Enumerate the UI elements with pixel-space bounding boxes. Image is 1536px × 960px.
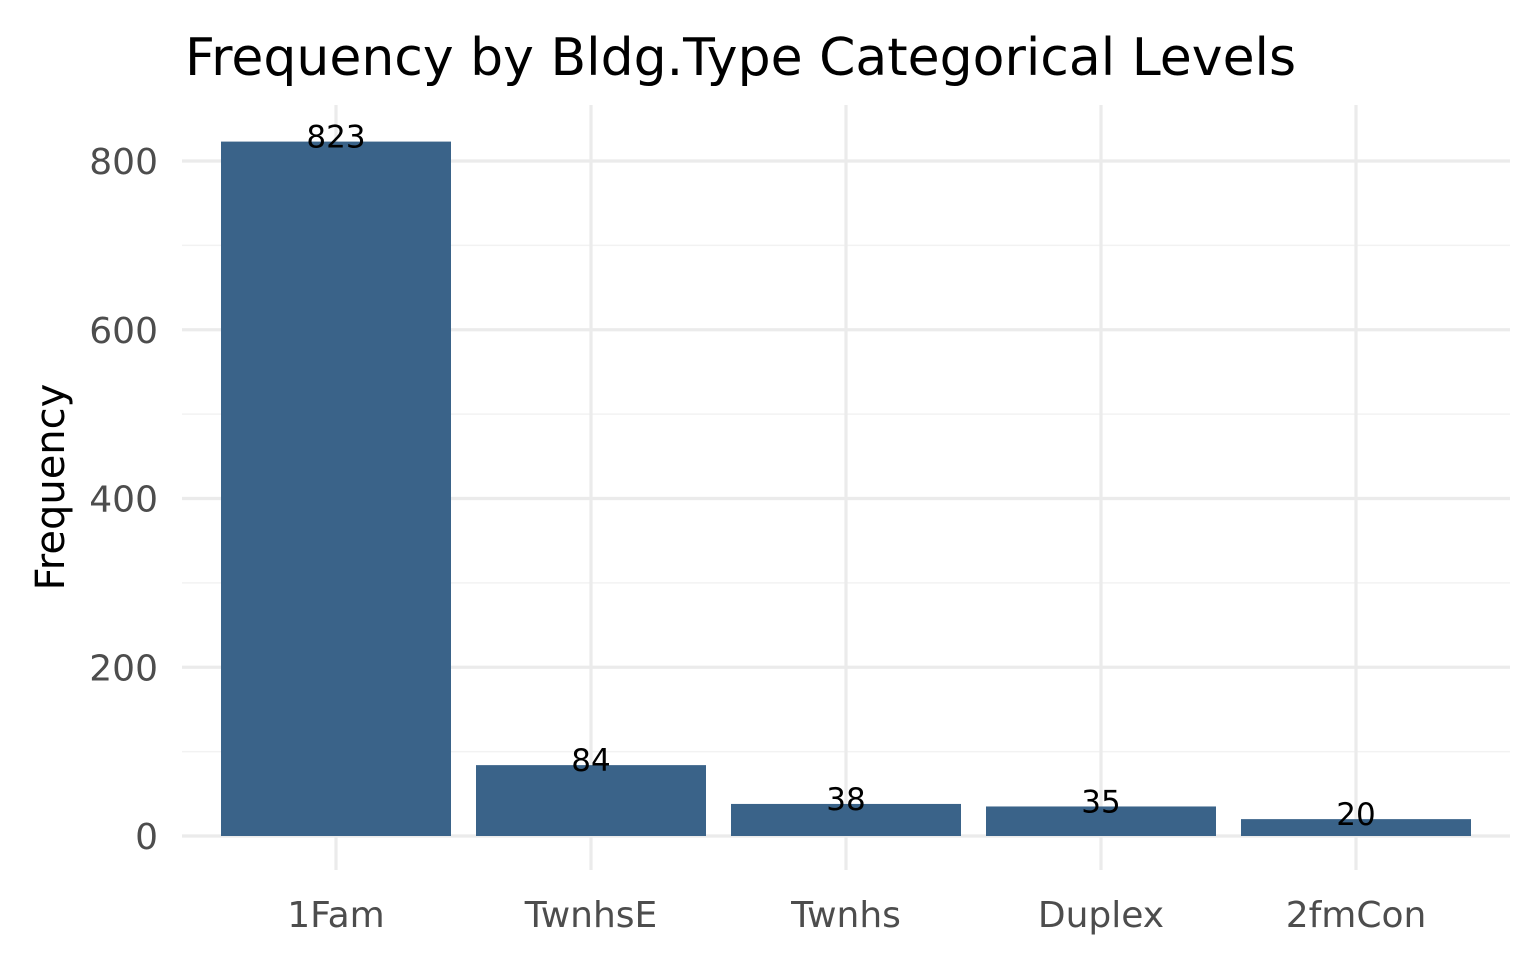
bars-group bbox=[221, 141, 1471, 836]
data-label: 20 bbox=[1336, 797, 1375, 833]
data-label: 84 bbox=[571, 743, 610, 779]
bar-1fam bbox=[221, 141, 451, 836]
y-tick-label: 600 bbox=[89, 311, 158, 352]
x-tick-label: Duplex bbox=[1038, 895, 1164, 936]
bar-duplex bbox=[986, 806, 1216, 836]
y-tick-label: 0 bbox=[135, 817, 158, 858]
y-tick-labels: 0 200 400 600 800 bbox=[89, 142, 158, 858]
chart-title: Frequency by Bldg.Type Categorical Level… bbox=[185, 28, 1296, 88]
bar-2fmcon bbox=[1241, 819, 1471, 836]
x-tick-label: Twnhs bbox=[790, 895, 901, 936]
data-labels-group: 823 84 38 35 20 bbox=[306, 120, 1375, 834]
data-label: 38 bbox=[826, 782, 865, 818]
x-tick-label: 1Fam bbox=[287, 895, 384, 936]
x-tick-labels: 1Fam TwnhsE Twnhs Duplex 2fmCon bbox=[287, 895, 1426, 936]
bar-twnhse bbox=[476, 765, 706, 836]
data-label: 823 bbox=[306, 120, 365, 156]
y-tick-label: 800 bbox=[89, 142, 158, 183]
y-tick-label: 200 bbox=[89, 648, 158, 689]
x-tick-label: 2fmCon bbox=[1286, 895, 1427, 936]
bar-twnhs bbox=[731, 803, 961, 836]
data-label: 35 bbox=[1081, 784, 1120, 820]
x-tick-label: TwnhsE bbox=[524, 895, 658, 936]
y-tick-label: 400 bbox=[89, 480, 158, 521]
y-axis-title: Frequency bbox=[28, 384, 74, 591]
